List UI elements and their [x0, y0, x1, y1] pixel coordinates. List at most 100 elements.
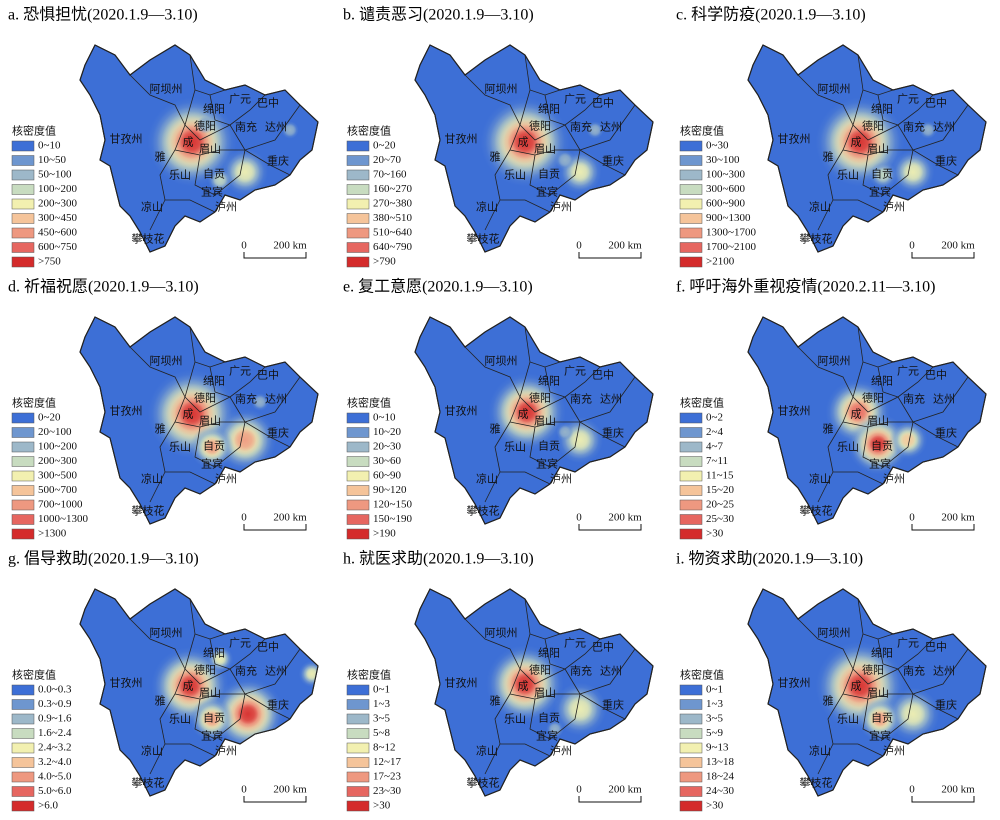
region-label: 乐山	[504, 713, 526, 726]
region-label: 南充	[235, 664, 257, 678]
legend-swatch	[11, 499, 35, 511]
province-outline	[414, 316, 654, 525]
region-label: 雅	[155, 422, 166, 436]
scale-label: 0	[241, 240, 247, 252]
region-label: 攀枝花	[800, 504, 833, 518]
region-label: 绵阳	[538, 374, 560, 388]
legend-swatch	[11, 485, 35, 496]
legend-label: 1000~1300	[38, 513, 88, 525]
legend-label: 18~24	[706, 771, 734, 783]
region-border	[129, 346, 186, 398]
legend-title: 核密度值	[12, 396, 56, 410]
legend-label: 7~11	[706, 455, 728, 467]
legend-swatch	[11, 728, 35, 739]
legend-swatch	[679, 699, 703, 710]
legend-label: 0.0~0.3	[38, 684, 72, 696]
region-border	[509, 421, 626, 448]
region-label: 重庆	[267, 154, 289, 168]
legend-swatch	[679, 742, 703, 754]
region-border	[842, 149, 959, 176]
province-outline	[747, 44, 987, 253]
density-hotspot	[198, 118, 212, 132]
region-label: 绵阳	[203, 646, 225, 660]
legend-swatch	[346, 256, 370, 268]
region-label: 成	[518, 136, 529, 149]
scale-label: 0	[576, 240, 582, 252]
region-label: 宜宾	[869, 457, 891, 471]
region-label: 雅	[823, 150, 834, 164]
legend-title: 核密度值	[12, 124, 56, 138]
region-label: 重庆	[935, 698, 957, 712]
region-label: 攀枝花	[132, 232, 165, 246]
region-label: 阿坝州	[818, 82, 851, 96]
region-label: 南充	[570, 120, 592, 134]
density-hotspot	[283, 123, 297, 137]
legend-label: 200~300	[38, 455, 77, 467]
region-label: 攀枝花	[800, 232, 833, 246]
region-border	[174, 693, 291, 720]
region-label: 雅	[155, 694, 166, 708]
legend-swatch	[11, 470, 35, 482]
density-hotspot	[237, 703, 259, 725]
region-label: 德阳	[194, 119, 216, 133]
region-label: 阿坝州	[485, 626, 518, 640]
region-border	[209, 638, 231, 670]
legend-label: 700~1000	[38, 499, 83, 511]
legend-swatch	[11, 713, 35, 725]
legend-label: 24~30	[706, 785, 734, 797]
region-border	[464, 618, 521, 670]
legend-label: 270~380	[373, 198, 412, 210]
scale-label: 200 km	[273, 240, 307, 252]
province-outline	[79, 588, 319, 797]
region-label: 攀枝花	[132, 504, 165, 518]
region-label: 泸州	[550, 201, 572, 214]
region-label: 南充	[903, 120, 925, 134]
panel-title: b. 谴责恶习(2020.1.9—3.10)	[343, 6, 534, 24]
legend-label: >30	[373, 800, 391, 812]
legend-title: 核密度值	[347, 396, 391, 410]
legend-swatch	[679, 140, 703, 152]
region-label: 乐山	[169, 169, 191, 182]
legend-label: 300~600	[706, 183, 745, 195]
region-label: 雅	[490, 694, 501, 708]
legend-label: 10~20	[373, 426, 401, 438]
region-label: 德阳	[529, 663, 551, 677]
legend-swatch	[679, 155, 703, 166]
legend-swatch	[346, 713, 370, 725]
legend-swatch	[11, 456, 35, 467]
region-border	[897, 648, 969, 695]
density-hotspot	[567, 696, 593, 722]
region-label: 凉山	[476, 200, 498, 214]
legend-swatch	[11, 757, 35, 768]
scale-label: 0	[909, 784, 915, 796]
scale-label: 0	[909, 240, 915, 252]
panel-title: c. 科学防疫(2020.1.9—3.10)	[676, 6, 866, 24]
region-label: 自贡	[203, 712, 225, 725]
legend-label: >750	[38, 256, 61, 268]
region-label: 绵阳	[538, 646, 560, 660]
region-label: 达州	[600, 393, 622, 406]
region-border	[165, 743, 216, 757]
legend-label: 100~300	[706, 169, 745, 181]
legend-swatch	[346, 412, 370, 424]
region-border	[194, 421, 246, 468]
density-hotspot	[900, 701, 926, 727]
scale-label: 200 km	[608, 240, 642, 252]
density-hotspot	[233, 428, 257, 452]
scale-label: 0	[241, 784, 247, 796]
density-layer	[815, 97, 937, 194]
legend-label: 2~4	[706, 426, 723, 438]
density-hotspot	[213, 652, 227, 666]
density-hotspot	[869, 435, 887, 453]
region-border	[862, 421, 914, 468]
legend-swatch	[346, 227, 370, 239]
region-border	[519, 633, 601, 685]
region-label: 绵阳	[871, 102, 893, 116]
scale-bar	[911, 796, 975, 803]
scale-label: 200 km	[941, 240, 975, 252]
region-border	[852, 633, 934, 685]
region-label: 巴中	[925, 369, 947, 382]
